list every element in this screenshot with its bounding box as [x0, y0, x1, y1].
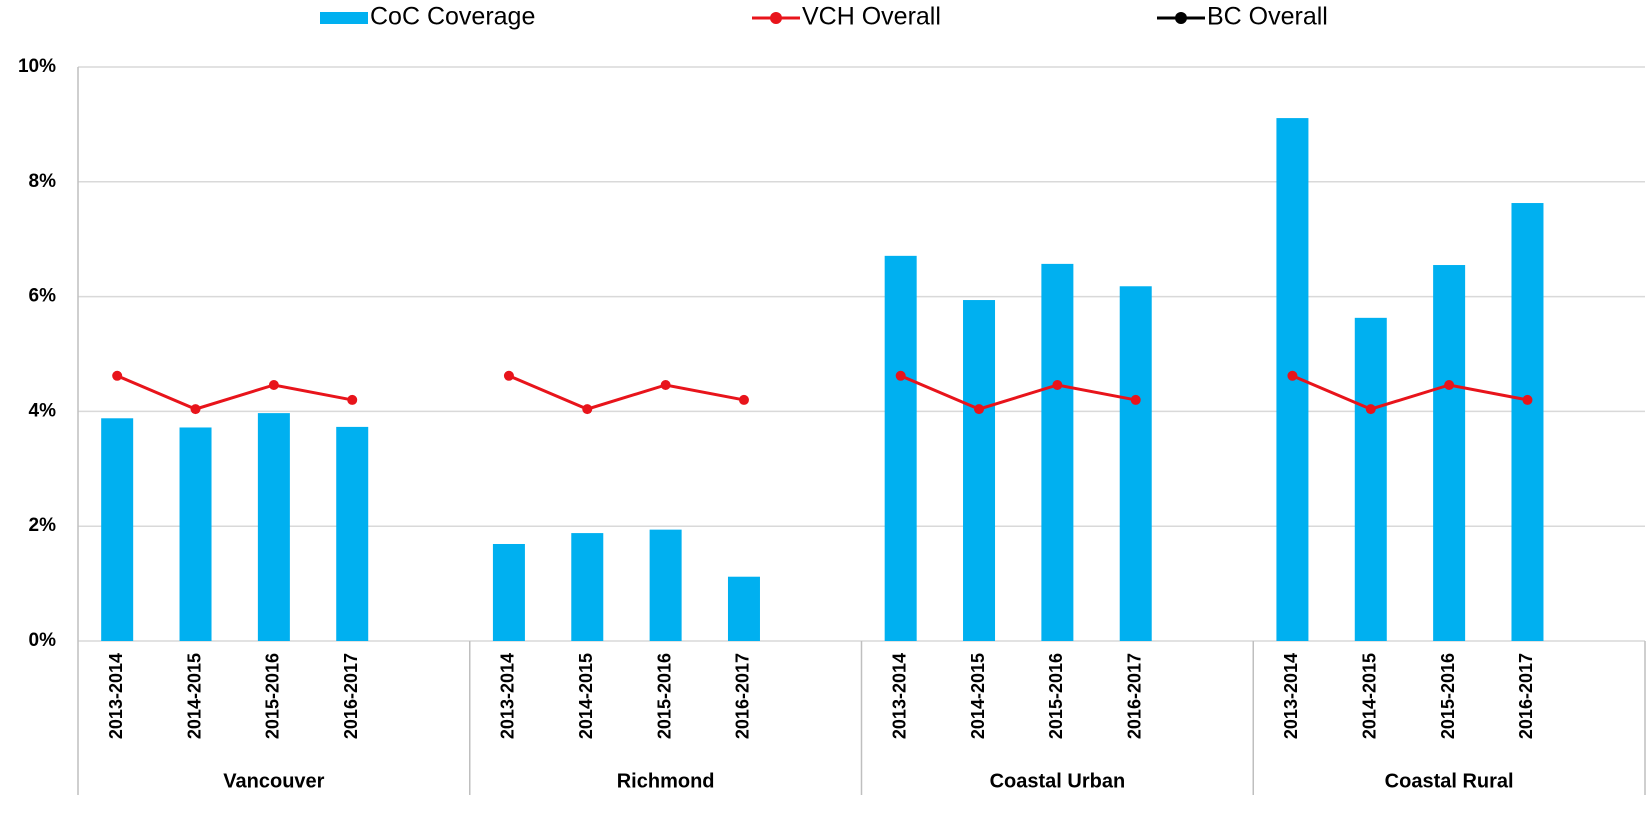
x-tick-label: 2013-2014: [106, 653, 126, 739]
y-tick-label: 4%: [29, 400, 57, 421]
line-marker: [1365, 404, 1376, 415]
bar: [727, 576, 760, 641]
line-marker: [1130, 394, 1141, 405]
x-tick-label: 2015-2016: [1046, 653, 1066, 739]
x-tick-label: 2014-2015: [968, 653, 988, 739]
line-marker: [112, 370, 123, 381]
legend-swatch: [320, 12, 368, 24]
line: [508, 374, 745, 411]
bar: [336, 426, 369, 641]
x-tick-label: 2014-2015: [1360, 653, 1380, 739]
y-tick-label: 0%: [29, 630, 57, 651]
line-marker: [660, 379, 671, 390]
x-tick-label: 2015-2016: [654, 653, 674, 739]
group-label: Coastal Rural: [1385, 770, 1514, 792]
bar: [101, 418, 134, 641]
x-tick-label: 2013-2014: [889, 653, 909, 739]
line-marker: [503, 370, 514, 381]
bar: [649, 529, 682, 641]
line: [1291, 374, 1528, 411]
bar: [1511, 203, 1544, 641]
bar: [492, 543, 525, 641]
legend-label: CoC Coverage: [370, 3, 535, 31]
line-marker: [1052, 379, 1063, 390]
x-tick-label: 2014-2015: [576, 653, 596, 739]
y-tick-label: 2%: [29, 515, 57, 536]
line-marker: [1287, 370, 1298, 381]
line-marker: [1444, 379, 1455, 390]
x-tick-label: 2015-2016: [263, 653, 283, 739]
line-marker: [738, 394, 749, 405]
y-tick-label: 8%: [29, 171, 57, 192]
group-label: Richmond: [617, 770, 715, 792]
legend-label: VCH Overall: [802, 3, 941, 31]
line: [900, 374, 1137, 411]
legend-marker: [770, 12, 782, 24]
bar: [963, 300, 996, 641]
group-label: Coastal Urban: [990, 770, 1126, 792]
x-tick-label: 2016-2017: [341, 653, 361, 739]
bar: [1119, 286, 1152, 641]
legend-label: BC Overall: [1207, 3, 1328, 31]
x-tick-label: 2016-2017: [1124, 653, 1144, 739]
bar: [1354, 317, 1387, 641]
line-marker: [974, 404, 985, 415]
line-marker: [895, 370, 906, 381]
legend-marker: [1175, 12, 1187, 24]
y-tick-label: 6%: [29, 286, 57, 307]
line-marker: [1522, 394, 1533, 405]
line-marker: [268, 379, 279, 390]
x-tick-label: 2014-2015: [184, 653, 204, 739]
bar: [571, 533, 604, 641]
bar: [257, 413, 290, 641]
line: [116, 374, 353, 411]
x-tick-label: 2016-2017: [733, 653, 753, 739]
bar: [179, 427, 212, 641]
x-tick-label: 2015-2016: [1438, 653, 1458, 739]
line-marker: [190, 404, 201, 415]
x-tick-label: 2013-2014: [498, 653, 518, 739]
x-tick-label: 2013-2014: [1281, 653, 1301, 739]
bar: [1433, 265, 1466, 641]
y-tick-label: 10%: [18, 56, 56, 77]
x-tick-label: 2016-2017: [1516, 653, 1536, 739]
line-marker: [347, 394, 358, 405]
line-marker: [582, 404, 593, 415]
group-label: Vancouver: [223, 770, 324, 792]
bar: [884, 255, 917, 641]
bar: [1041, 263, 1074, 641]
